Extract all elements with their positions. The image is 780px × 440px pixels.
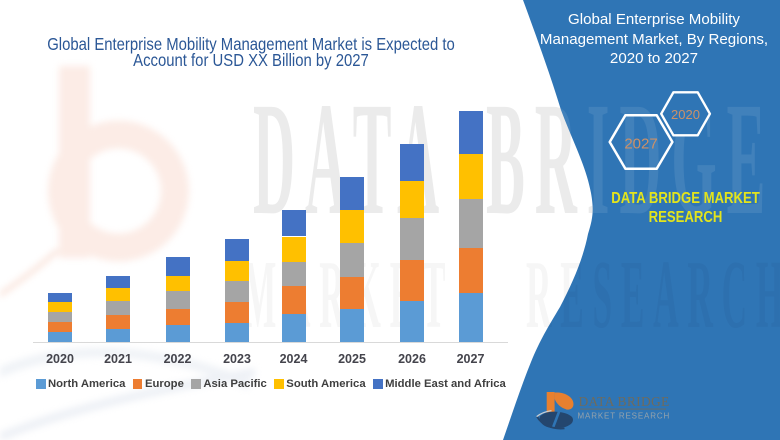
svg-text:DATA BRIDGE: DATA BRIDGE	[579, 394, 670, 409]
svg-text:2020: 2020	[671, 107, 700, 122]
svg-text:2027: 2027	[624, 135, 657, 152]
svg-text:MARKET RESEARCH: MARKET RESEARCH	[578, 411, 671, 420]
